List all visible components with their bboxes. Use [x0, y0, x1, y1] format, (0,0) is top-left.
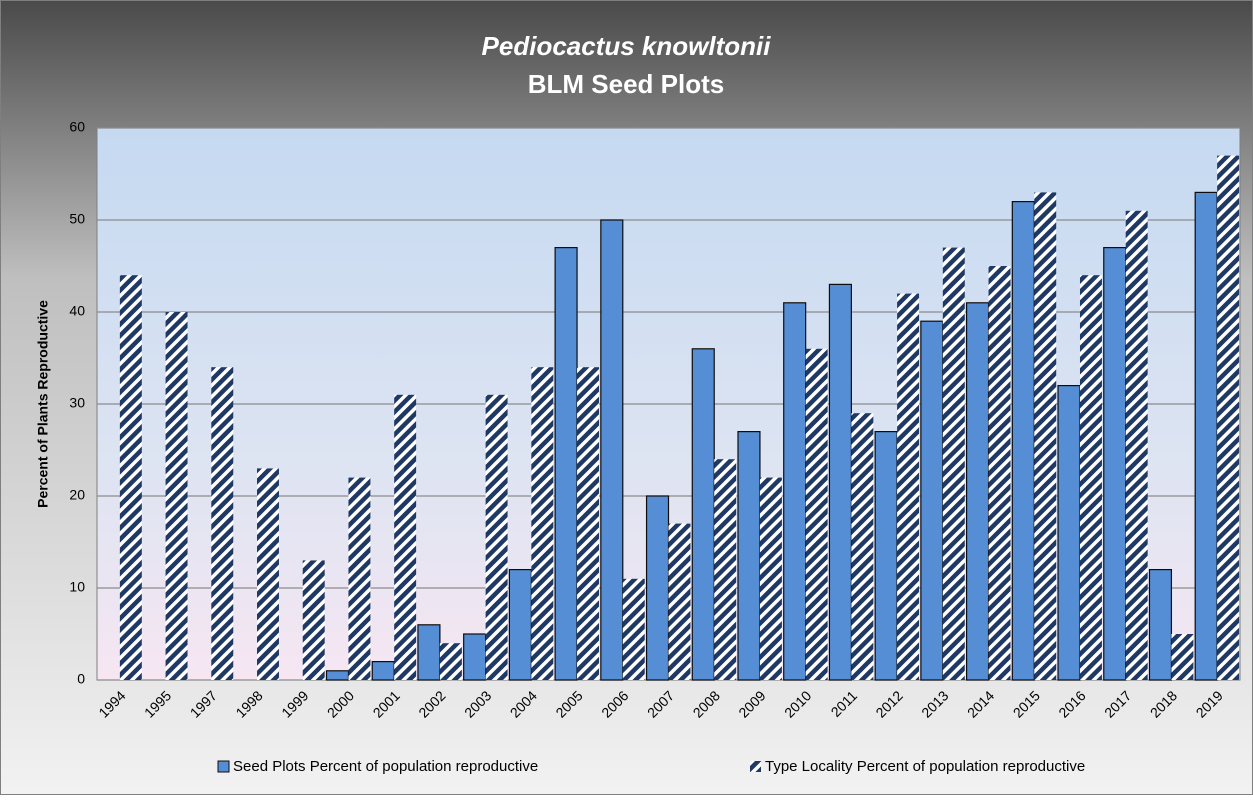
y-tick-label: 60 — [69, 119, 85, 135]
bar — [439, 643, 462, 680]
bar — [965, 302, 990, 681]
bar — [417, 624, 441, 681]
bar — [1079, 275, 1102, 680]
bar — [622, 578, 645, 680]
bar — [828, 283, 852, 681]
bar — [691, 348, 715, 681]
bar — [1148, 568, 1173, 681]
bar — [119, 275, 142, 680]
bar — [325, 670, 350, 681]
bar — [851, 413, 874, 680]
bar — [783, 302, 807, 681]
bar — [759, 477, 782, 680]
chart-subtitle: BLM Seed Plots — [528, 69, 724, 99]
bar — [348, 477, 371, 680]
bar — [463, 633, 487, 681]
legend-label: Type Locality Percent of population repr… — [765, 758, 1085, 775]
bar — [211, 367, 234, 680]
bar — [645, 495, 670, 681]
legend-label: Seed Plots Percent of population reprodu… — [233, 758, 538, 775]
bar — [485, 394, 508, 680]
bar — [1011, 201, 1035, 681]
chart-title: Pediocactus knowltonii — [482, 31, 772, 61]
bar — [1034, 192, 1057, 680]
bar — [165, 312, 188, 680]
bar — [668, 523, 691, 680]
legend-swatch — [217, 760, 230, 773]
y-tick-label: 0 — [77, 671, 85, 687]
bar — [1103, 247, 1127, 681]
bar — [371, 660, 395, 681]
bar — [1194, 191, 1218, 681]
bar — [600, 219, 624, 681]
y-axis-label: Percent of Plants Reproductive — [35, 300, 51, 508]
bar — [257, 468, 279, 680]
bar — [714, 459, 737, 680]
bar — [805, 348, 828, 680]
bar — [988, 266, 1011, 680]
bar — [1171, 634, 1194, 680]
bar — [874, 431, 898, 681]
bar — [554, 247, 578, 681]
y-tick-label: 40 — [69, 303, 85, 319]
y-tick-label: 20 — [69, 487, 85, 503]
bar — [1217, 155, 1240, 681]
bar — [920, 320, 944, 681]
y-tick-label: 10 — [69, 579, 85, 595]
bar — [1057, 385, 1081, 681]
y-tick-label: 30 — [69, 395, 85, 411]
bar — [302, 560, 325, 680]
bar — [531, 367, 554, 680]
bar — [942, 247, 965, 680]
bar — [508, 568, 532, 681]
bar — [577, 367, 600, 680]
bar — [394, 394, 417, 680]
bar — [897, 293, 920, 680]
bar — [1125, 210, 1148, 681]
y-tick-label: 50 — [69, 211, 85, 227]
legend-swatch — [750, 761, 761, 772]
bar — [737, 431, 761, 681]
